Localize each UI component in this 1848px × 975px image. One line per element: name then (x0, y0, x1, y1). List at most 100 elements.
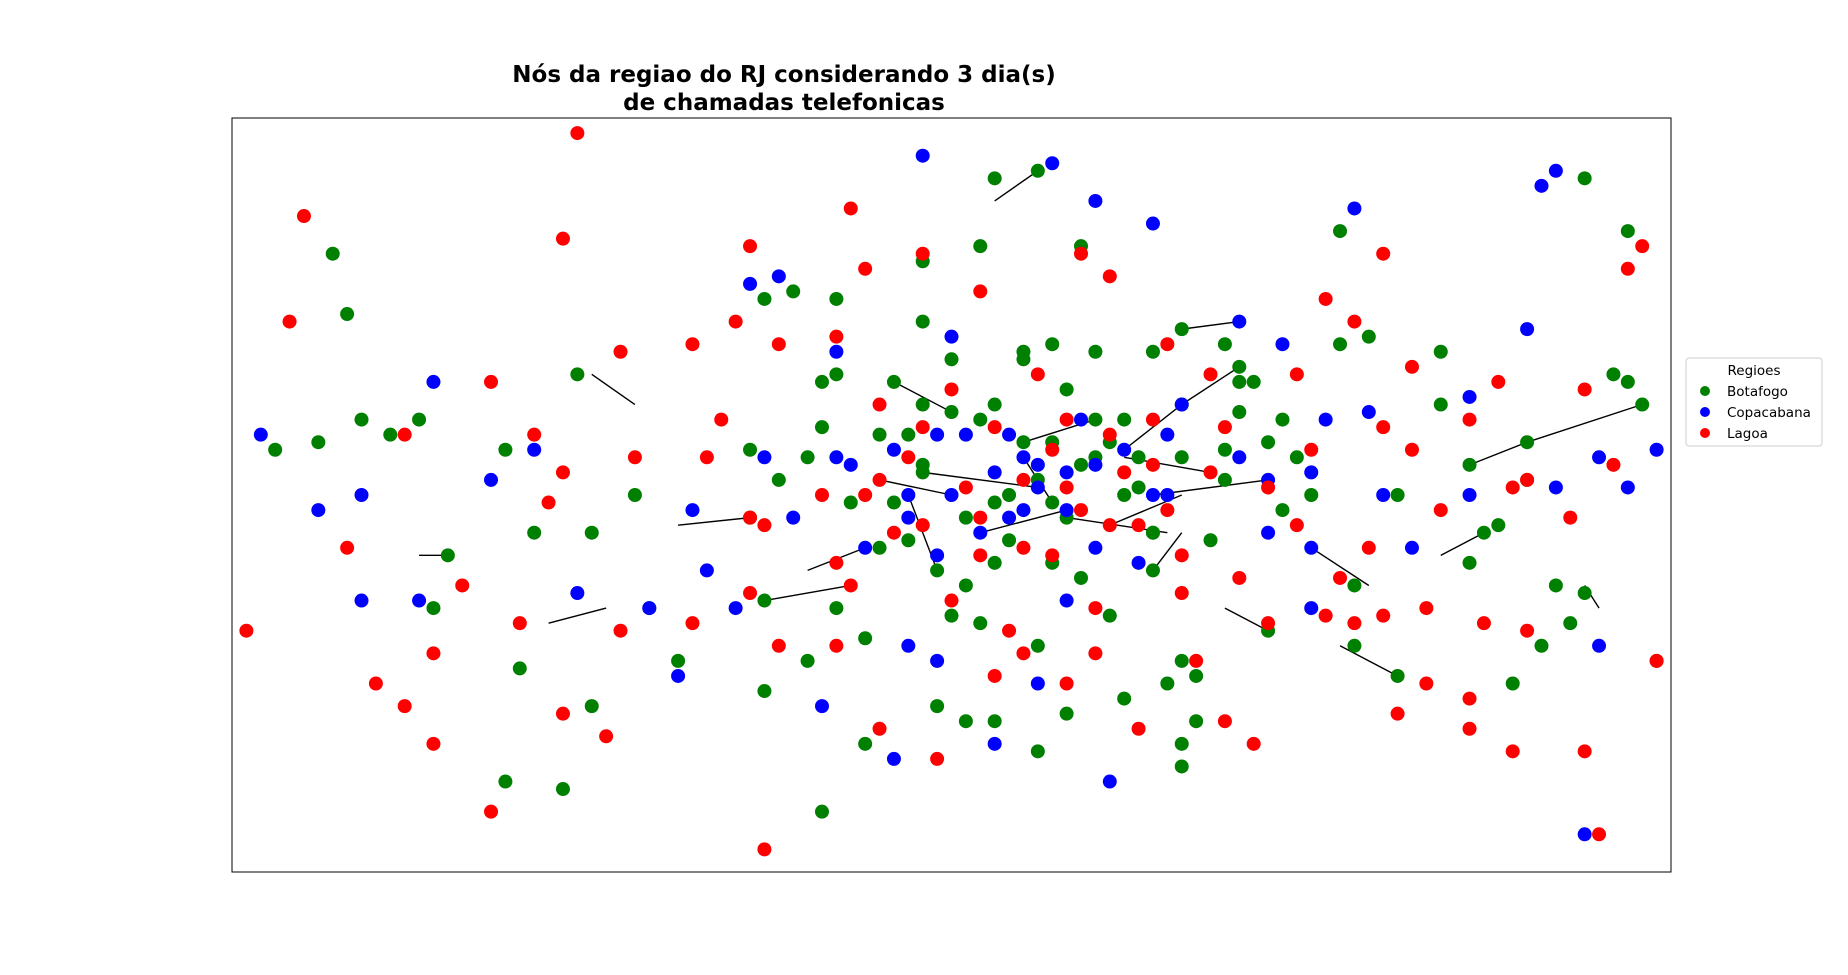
legend: Regioes Botafogo Copacabana Lagoa (1685, 357, 1823, 447)
node-copacabana-82 (886, 442, 901, 457)
node-lagoa-70 (426, 646, 441, 661)
node-copacabana-47 (901, 638, 916, 653)
node-botafogo-128 (1016, 435, 1031, 450)
node-lagoa-48 (1433, 503, 1448, 518)
node-botafogo-41 (829, 601, 844, 616)
node-lagoa-1 (987, 420, 1002, 435)
node-botafogo-51 (1117, 488, 1132, 502)
node-botafogo-72 (1548, 578, 1563, 593)
node-botafogo-17 (872, 427, 887, 442)
node-botafogo-13 (987, 397, 1002, 412)
node-lagoa-80 (239, 623, 254, 638)
node-copacabana-25 (1232, 450, 1247, 465)
node-lagoa-25 (843, 201, 858, 216)
node-lagoa-26 (858, 261, 873, 276)
node-botafogo-52 (987, 555, 1002, 570)
node-botafogo-88 (987, 714, 1002, 729)
node-copacabana-19 (829, 344, 844, 359)
node-lagoa-31 (1160, 337, 1175, 352)
node-lagoa-45 (1318, 608, 1333, 623)
node-botafogo-117 (958, 510, 973, 525)
graph-edge-5 (1469, 441, 1528, 466)
node-lagoa-24 (743, 239, 758, 254)
node-lagoa-69 (426, 736, 441, 751)
node-botafogo-53 (1174, 653, 1189, 668)
graph-edge-15 (1339, 645, 1398, 677)
node-copacabana-58 (354, 593, 369, 608)
node-botafogo-22 (930, 563, 945, 578)
node-copacabana-75 (1275, 337, 1290, 352)
node-lagoa-72 (340, 540, 355, 555)
node-lagoa-120 (1203, 465, 1218, 480)
node-copacabana-68 (1002, 510, 1017, 525)
node-botafogo-98 (498, 774, 513, 789)
node-lagoa-15 (829, 638, 844, 653)
node-botafogo-81 (1304, 488, 1319, 502)
node-lagoa-76 (484, 374, 499, 389)
node-copacabana-4 (958, 427, 973, 442)
node-botafogo-130 (901, 427, 916, 442)
chart-title-line-2: de chamadas telefonicas (623, 90, 945, 116)
node-botafogo-42 (915, 465, 930, 480)
node-copacabana-20 (901, 488, 916, 502)
node-lagoa-118 (829, 555, 844, 570)
node-botafogo-70 (1520, 435, 1535, 450)
node-botafogo-55 (1217, 472, 1232, 487)
node-botafogo-143 (915, 314, 930, 329)
node-lagoa-83 (872, 397, 887, 412)
node-lagoa-27 (915, 246, 930, 261)
node-lagoa-17 (872, 721, 887, 736)
node-lagoa-38 (1088, 601, 1103, 616)
node-lagoa-96 (1333, 570, 1348, 585)
node-lagoa-113 (570, 126, 585, 141)
node-lagoa-46 (1347, 616, 1362, 631)
node-copacabana-12 (743, 276, 758, 291)
node-botafogo-114 (671, 653, 686, 668)
node-lagoa-7 (901, 450, 916, 465)
node-copacabana-42 (1304, 601, 1319, 616)
node-lagoa-85 (1030, 367, 1045, 382)
node-copacabana-0 (1059, 503, 1074, 518)
node-lagoa-75 (541, 495, 556, 510)
node-botafogo-133 (1217, 337, 1232, 352)
node-botafogo-89 (814, 804, 829, 819)
node-botafogo-18 (814, 420, 829, 435)
node-botafogo-71 (1491, 518, 1506, 533)
node-botafogo-92 (858, 631, 873, 646)
graph-nodes (239, 126, 1664, 857)
node-copacabana-17 (786, 510, 801, 525)
node-copacabana-14 (1088, 193, 1103, 208)
node-lagoa-112 (757, 842, 772, 857)
node-copacabana-1 (1145, 488, 1160, 502)
node-copacabana-54 (642, 601, 657, 616)
node-botafogo-100 (354, 412, 369, 427)
node-lagoa-34 (1347, 314, 1362, 329)
graph-edge-4 (1526, 403, 1643, 443)
node-botafogo-110 (268, 442, 283, 457)
node-copacabana-16 (1174, 397, 1189, 412)
node-lagoa-119 (1160, 503, 1175, 518)
node-lagoa-6 (858, 488, 873, 502)
node-botafogo-96 (584, 699, 599, 714)
node-copacabana-36 (1577, 827, 1592, 842)
node-botafogo-29 (800, 450, 815, 465)
graph-edge-23 (1181, 320, 1240, 330)
node-lagoa-2 (1059, 480, 1074, 495)
graph-edge-22 (548, 607, 607, 624)
legend-label-lagoa: Lagoa (1727, 426, 1768, 442)
node-botafogo-15 (901, 533, 916, 548)
node-botafogo-131 (843, 495, 858, 510)
node-copacabana-64 (757, 450, 772, 465)
node-botafogo-7 (1002, 533, 1017, 548)
node-botafogo-68 (1606, 367, 1621, 382)
node-copacabana-71 (843, 457, 858, 472)
node-botafogo-106 (512, 661, 527, 676)
graph-edge-20 (994, 170, 1039, 202)
node-botafogo-26 (1174, 322, 1189, 337)
node-copacabana-23 (1016, 450, 1031, 465)
node-lagoa-129 (829, 329, 844, 344)
legend-label-copacabana: Copacabana (1727, 405, 1811, 421)
node-botafogo-99 (426, 601, 441, 616)
node-lagoa-100 (1606, 457, 1621, 472)
